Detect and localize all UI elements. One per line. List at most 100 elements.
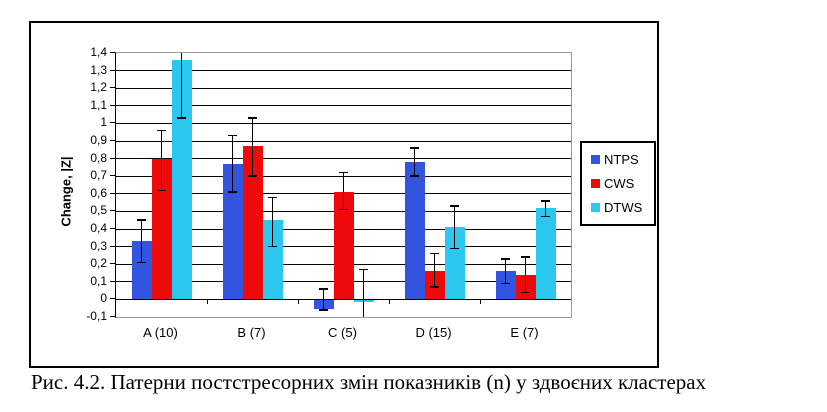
legend-label: DTWS	[604, 200, 643, 215]
y-tick-label: 0	[100, 291, 107, 306]
legend-item-dtws: DTWS	[591, 200, 654, 215]
plot-area	[115, 52, 572, 318]
y-axis-tick	[110, 140, 115, 141]
error-bar-cap	[268, 245, 277, 248]
error-bar-cap	[541, 200, 550, 202]
error-bar-cap	[430, 286, 439, 288]
error-bar-cap	[339, 208, 348, 211]
y-axis-tick	[110, 122, 115, 124]
y-tick-label: 0,4	[90, 221, 107, 235]
error-bar	[362, 269, 365, 317]
error-bar-cap	[228, 134, 237, 137]
legend-label: NTPS	[604, 152, 639, 167]
y-axis-tick	[110, 263, 115, 265]
bar-dtws-4	[444, 227, 465, 300]
chart-figure: Change, |Z| 1,4 1,3 1,2 1,1 1 0,9 0,8 0,7 0,6 0,5…	[29, 21, 659, 368]
error-bar	[251, 118, 254, 177]
y-tick-label: 0,6	[90, 185, 107, 200]
legend: NTPS CWS DTWS	[580, 141, 656, 226]
error-bar	[342, 172, 345, 210]
error-bar-cap	[268, 196, 277, 199]
error-bar-cap	[359, 268, 368, 271]
error-bar	[160, 130, 163, 191]
gridline	[116, 105, 571, 107]
legend-marker-cws	[591, 179, 600, 188]
x-axis-tick	[388, 299, 390, 305]
y-tick-label: 1	[100, 115, 107, 130]
legend-item-cws: CWS	[591, 176, 654, 191]
x-axis-tick	[479, 299, 481, 305]
error-bar-cap	[137, 261, 146, 264]
y-axis-tick	[110, 280, 115, 282]
bar-ntps-4	[404, 162, 425, 300]
bar-dtws-2	[262, 220, 283, 300]
gridline	[116, 122, 571, 124]
y-axis-tick	[110, 69, 115, 71]
error-bar-cap	[177, 117, 186, 119]
x-axis-tick	[206, 299, 208, 305]
bar-cws-2	[242, 146, 263, 300]
y-axis-tick	[110, 228, 115, 229]
bar-ntps-2	[222, 163, 243, 300]
error-bar	[433, 253, 436, 288]
y-axis-tick	[110, 210, 115, 212]
gridline	[116, 158, 571, 160]
error-bar	[504, 258, 507, 284]
x-category-label: A (10)	[143, 325, 178, 340]
y-axis-tick	[110, 52, 115, 53]
y-tick-label: 0,1	[90, 273, 107, 288]
y-axis-tick	[110, 87, 115, 89]
y-axis-tick	[110, 192, 115, 194]
y-tick-label: 0,3	[90, 238, 107, 253]
error-bar	[271, 197, 274, 247]
bar-ntps-1	[131, 241, 152, 300]
legend-marker-ntps	[591, 155, 600, 164]
error-bar-cap	[521, 291, 530, 294]
error-bar-cap	[501, 258, 510, 260]
y-tick-label: 0,8	[90, 150, 107, 165]
error-bar-cap	[228, 191, 237, 193]
error-bar-cap	[450, 205, 459, 207]
x-category-label: B (7)	[237, 325, 266, 340]
error-bar	[524, 257, 527, 293]
error-bar	[140, 220, 143, 263]
y-axis-tick	[110, 104, 115, 106]
error-bar-cap	[137, 219, 146, 221]
error-bar-cap	[450, 247, 459, 250]
bar-cws-1	[151, 158, 172, 300]
error-bar	[322, 288, 325, 310]
y-tick-label: 0,7	[90, 168, 107, 183]
y-axis-tick	[110, 245, 115, 247]
y-tick-label: -0,1	[86, 309, 107, 323]
x-axis-tick	[297, 299, 299, 305]
error-bar-cap	[541, 215, 550, 218]
y-axis-tick	[110, 316, 115, 317]
bar-dtws-5	[535, 207, 556, 300]
error-bar-cap	[248, 175, 257, 177]
y-axis-tick	[110, 175, 115, 177]
y-tick-label: 1,4	[90, 45, 107, 59]
error-bar-cap	[319, 309, 328, 311]
y-tick-label: 1,2	[90, 80, 107, 95]
gridline	[116, 87, 571, 89]
error-bar-cap	[430, 252, 439, 255]
error-bar-cap	[157, 189, 166, 192]
error-bar-cap	[410, 147, 419, 149]
x-category-label: D (15)	[415, 325, 452, 340]
error-bar-cap	[248, 117, 257, 119]
x-category-label: C (5)	[328, 325, 357, 340]
bar-cws-3	[333, 192, 354, 300]
figure-caption: Рис. 4.2. Патерни постстресорних змін по…	[31, 370, 707, 394]
bar-dtws-1	[171, 60, 192, 300]
error-bar-cap	[410, 175, 419, 177]
y-tick-label: 0,2	[90, 256, 107, 271]
error-bar-cap	[521, 256, 530, 258]
legend-label: CWS	[604, 176, 635, 191]
y-tick-label: 1,3	[90, 62, 107, 77]
error-bar	[544, 200, 547, 217]
error-bar-cap	[339, 171, 348, 174]
y-axis-tick	[110, 298, 115, 300]
error-bar-cap	[157, 129, 166, 132]
y-tick-label: 0,9	[90, 133, 107, 147]
error-bar-cap	[501, 282, 510, 285]
